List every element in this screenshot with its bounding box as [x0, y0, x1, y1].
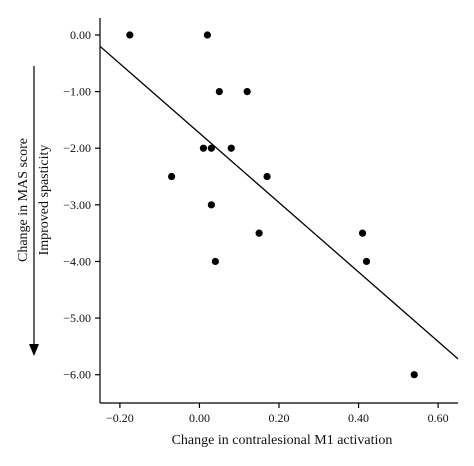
x-tick-label: 0.20 — [269, 411, 290, 425]
data-point — [168, 172, 176, 181]
x-tick-label: 0.00 — [189, 411, 210, 425]
data-point — [255, 229, 263, 237]
x-tick-label: −0.20 — [106, 411, 134, 425]
data-point — [410, 371, 418, 379]
y-tick-label: −6.00 — [63, 368, 91, 382]
y-tick-label: −5.00 — [63, 311, 91, 325]
regression-line — [99, 45, 459, 360]
data-point — [243, 88, 251, 96]
x-tick-label: 0.60 — [428, 411, 449, 425]
x-axis-title: Change in contralesional M1 activation — [172, 433, 393, 448]
data-point — [227, 144, 235, 152]
x-ticks: −0.20 0.00 0.20 0.40 0.60 — [106, 403, 449, 425]
data-point — [215, 88, 223, 96]
data-point — [358, 229, 367, 237]
data-point — [199, 144, 208, 152]
y-tick-label: 0.00 — [70, 28, 91, 42]
data-point — [126, 31, 134, 39]
y-tick-label: −3.00 — [63, 198, 91, 212]
axes — [99, 18, 458, 404]
data-point — [211, 257, 219, 266]
y-axis-title: Change in MAS score — [16, 138, 31, 262]
y-tick-label: −2.00 — [63, 141, 91, 155]
data-point — [207, 201, 215, 209]
improved-spasticity-arrow — [29, 66, 39, 356]
data-point — [203, 31, 211, 39]
data-point — [263, 172, 271, 181]
data-point — [207, 144, 215, 152]
y-axis-secondary-title: Improved spasticity — [37, 145, 52, 256]
y-tick-label: −4.00 — [63, 254, 91, 268]
data-point — [362, 257, 371, 266]
y-ticks: 0.00 −1.00 −2.00 −3.00 −4.00 −5.00 −6.00 — [63, 28, 100, 382]
data-points — [126, 31, 418, 379]
x-tick-label: 0.40 — [348, 411, 369, 425]
y-tick-label: −1.00 — [63, 85, 91, 99]
